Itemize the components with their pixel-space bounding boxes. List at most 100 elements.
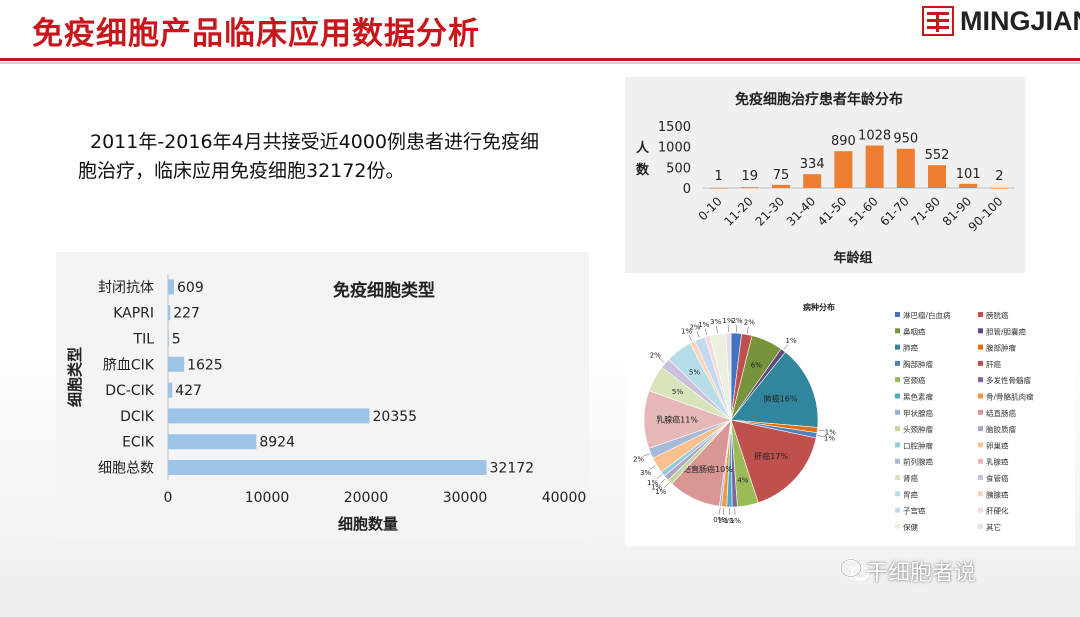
legend-label: 鼻咽癌 xyxy=(903,326,926,336)
legend-label: 膀胱癌 xyxy=(986,310,1009,320)
legend-label: 食管癌 xyxy=(986,473,1009,483)
legend-swatch xyxy=(895,377,900,383)
x-tick-label: 11-20 xyxy=(721,194,756,229)
legend-swatch xyxy=(978,360,983,366)
y-tick-label: 0 xyxy=(683,182,691,197)
slice-label: 0% xyxy=(713,516,724,524)
slice-label: 1% xyxy=(786,337,797,345)
age-distribution-chart: 免疫细胞治疗患者年龄分布 人 数 年龄组 15001000500010-1019… xyxy=(636,91,1015,266)
data-label: 75 xyxy=(773,168,790,183)
legend-label: 淋巴瘤/白血病 xyxy=(903,310,951,320)
x-tick-label: 71-80 xyxy=(909,194,944,229)
data-label: 227 xyxy=(173,306,200,322)
data-label: 1028 xyxy=(858,129,891,144)
data-label: 2 xyxy=(995,169,1003,184)
leader-line xyxy=(696,331,700,338)
slice-label: 2% xyxy=(633,455,644,463)
legend-label: 结直肠癌 xyxy=(986,408,1016,418)
y-tick-label: TIL xyxy=(133,332,155,348)
data-label: 890 xyxy=(831,134,856,149)
leader-line xyxy=(723,507,725,515)
y-axis-title: 人 xyxy=(636,140,650,156)
leader-line xyxy=(643,453,650,457)
data-label: 609 xyxy=(177,280,204,296)
bar xyxy=(168,305,171,321)
bar xyxy=(168,279,175,295)
x-tick-label: 90-100 xyxy=(966,194,1006,234)
slice-label: 1% xyxy=(717,517,728,525)
legend-swatch xyxy=(895,426,900,432)
legend-swatch xyxy=(895,393,900,399)
y-axis-title: 数 xyxy=(636,162,650,178)
header-rule xyxy=(0,58,1080,61)
bar xyxy=(990,187,1009,189)
legend-swatch xyxy=(978,426,983,432)
disease-pie-chart: 病种分布 2% 2%6%1%肺癌16%1%1%肝癌17%4%1%1%1%0%结直肠… xyxy=(633,302,1034,532)
legend-swatch xyxy=(895,523,900,529)
legend-label: 多发性骨髓瘤 xyxy=(986,375,1031,385)
data-label: 19 xyxy=(742,169,759,184)
data-label: 950 xyxy=(893,132,918,147)
data-label: 8924 xyxy=(259,435,295,451)
legend-label: 子宫癌 xyxy=(903,506,926,516)
data-label: 32172 xyxy=(490,461,535,477)
leader-line xyxy=(716,326,718,334)
y-tick-label: DC-CIK xyxy=(105,383,155,399)
bar xyxy=(740,187,759,188)
bar xyxy=(959,183,978,188)
bar xyxy=(709,187,728,189)
legend-label: 肾癌 xyxy=(903,473,918,483)
bar xyxy=(772,184,790,188)
chart-title: 免疫细胞类型 xyxy=(333,280,435,301)
data-label: 1625 xyxy=(187,357,223,373)
legend-swatch xyxy=(895,458,900,464)
x-axis-title: 年龄组 xyxy=(833,250,872,266)
bar xyxy=(168,434,257,450)
slice-label: 2% xyxy=(650,352,661,360)
slice-label: 1% xyxy=(655,488,666,496)
y-tick-label: DCIK xyxy=(120,409,155,425)
legend-label: 保健 xyxy=(903,522,918,532)
x-tick-label: 0 xyxy=(164,490,173,506)
x-tick-label: 31-40 xyxy=(784,194,819,229)
leader-line xyxy=(817,435,825,438)
page-title: 免疫细胞产品临床应用数据分析 xyxy=(32,16,480,52)
legend-swatch xyxy=(978,507,983,513)
leader-line xyxy=(664,482,670,488)
data-label: 5 xyxy=(172,332,181,348)
bar xyxy=(928,165,946,188)
y-tick-label: 1500 xyxy=(658,120,691,135)
legend-swatch xyxy=(978,458,983,464)
cell-type-chart: 免疫细胞类型 细胞类型 细胞数量 封闭抗体 609 KAPRI 227 TIL 5 脐血CI… xyxy=(66,274,586,533)
data-label: 20355 xyxy=(373,409,418,425)
bar xyxy=(168,408,370,424)
x-tick-label: 41-50 xyxy=(815,194,850,229)
leader-line xyxy=(688,334,693,342)
legend-swatch xyxy=(978,475,983,480)
slice-label: 乳腺癌11% xyxy=(656,415,698,425)
slice-label: 3% xyxy=(710,318,721,326)
legend-swatch xyxy=(978,523,983,529)
legend-label: 胃癌 xyxy=(903,489,918,499)
data-label: 334 xyxy=(800,157,825,172)
legend-label: 腹部肿瘤 xyxy=(986,343,1016,353)
slice-label: 1% xyxy=(698,321,709,329)
chart-title: 免疫细胞治疗患者年龄分布 xyxy=(735,91,903,108)
legend-swatch xyxy=(895,507,900,513)
legend-label: 肺癌 xyxy=(903,343,918,353)
bar xyxy=(834,151,853,188)
leader-line xyxy=(719,507,721,515)
legend-swatch xyxy=(978,442,983,448)
y-tick-label: KAPRI xyxy=(113,306,154,322)
slice-label: 1% xyxy=(825,429,836,437)
legend-label: 卵巢癌 xyxy=(986,440,1009,450)
legend-swatch xyxy=(895,475,900,480)
x-tick-label: 20000 xyxy=(344,490,389,506)
pie-slice xyxy=(730,351,819,428)
legend-label: 肝硬化 xyxy=(986,506,1009,516)
x-tick-label: 61-70 xyxy=(877,194,912,229)
chart-title: 病种分布 xyxy=(803,302,835,312)
leader-line xyxy=(656,474,663,480)
leader-line xyxy=(660,478,666,484)
slice-label: 2% xyxy=(732,317,743,325)
